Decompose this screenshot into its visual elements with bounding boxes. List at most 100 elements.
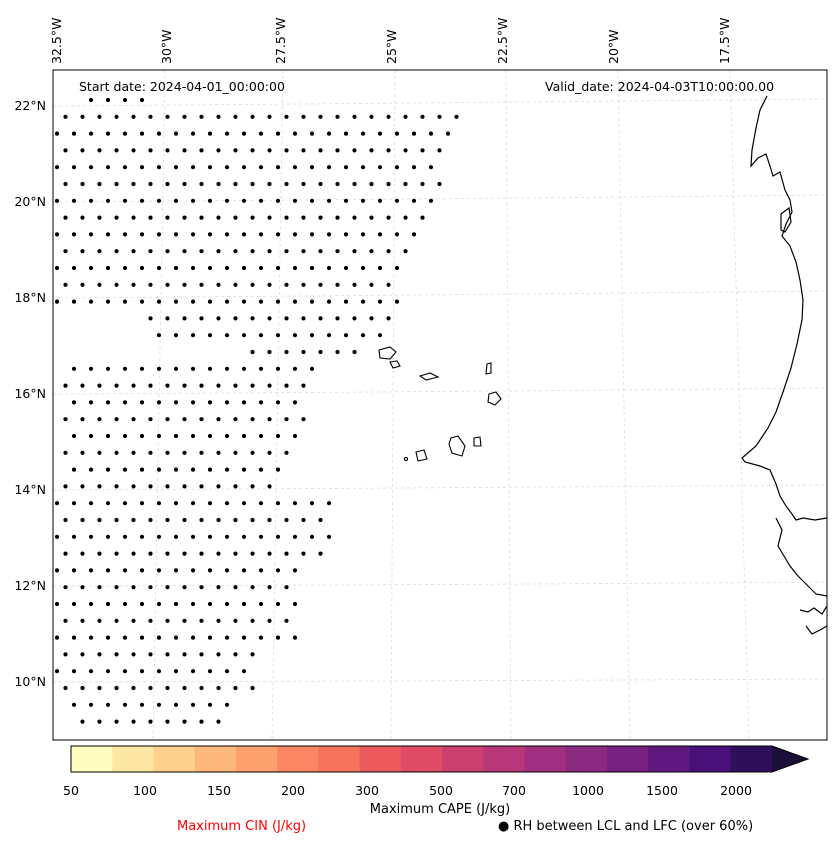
rh-dot: [207, 534, 213, 539]
rh-dot: [250, 484, 255, 489]
rh-dot: [199, 249, 204, 254]
rh-dot: [190, 601, 196, 607]
rh-dot: [97, 685, 102, 691]
rh-dot: [182, 652, 187, 657]
rh-dot: [122, 299, 128, 304]
rh-dot: [88, 232, 94, 237]
rh-dot: [377, 232, 383, 237]
rh-dot: [71, 165, 77, 170]
rh-dot: [148, 114, 153, 119]
rh-dot: [71, 366, 77, 371]
rh-dot: [284, 417, 289, 422]
rh-dot: [114, 282, 119, 287]
rh-dot: [241, 131, 247, 136]
rh-dot: [411, 198, 417, 203]
rh-dot: [207, 467, 213, 472]
rh-dot: [71, 702, 77, 707]
rh-dot: [182, 282, 187, 287]
rh-dot: [148, 215, 153, 220]
rh-dot: [207, 198, 213, 203]
rh-dot: [114, 652, 119, 657]
rh-dot: [182, 417, 187, 422]
coastline: [741, 95, 828, 635]
rh-dot: [114, 719, 119, 724]
rh-dot: [241, 601, 247, 607]
rh-dot: [156, 601, 162, 607]
rh-dot: [326, 299, 332, 304]
rh-dot: [394, 198, 400, 203]
rh-dot: [88, 433, 94, 439]
rh-dot: [216, 719, 221, 724]
rh-dot: [190, 669, 196, 674]
colorbar-tick-label: 100: [133, 783, 157, 798]
rh-dot: [301, 249, 306, 254]
rh-dot: [88, 366, 94, 371]
rh-dot: [156, 299, 162, 304]
rh-dot: [377, 265, 383, 271]
rh-dot: [71, 433, 77, 439]
rh-dot: [352, 114, 357, 119]
rh-dot: [335, 349, 340, 355]
rh-dot: [267, 417, 272, 422]
rh-dot: [88, 635, 94, 640]
rh-dot: [352, 148, 357, 153]
rh-dot: [88, 467, 94, 472]
rh-dot: [250, 685, 255, 691]
rh-dot: [420, 215, 425, 220]
rh-dot: [292, 534, 298, 539]
rh-dot: [292, 601, 298, 607]
rh-dot: [394, 131, 400, 136]
rh-dot: [105, 198, 111, 203]
rh-dot: [80, 450, 85, 455]
rh-dot: [216, 585, 221, 590]
rh-dot: [241, 635, 247, 640]
rh-dot: [105, 265, 111, 271]
rh-dot: [131, 148, 136, 153]
rh-dot: [224, 467, 230, 472]
rh-dot: [54, 568, 60, 573]
rh-dot: [139, 568, 145, 573]
rh-dot: [63, 450, 68, 455]
rh-dot: [122, 400, 128, 405]
rh-dot: [105, 97, 111, 103]
rh-dot: [250, 450, 255, 455]
rh-dot: [148, 450, 153, 455]
rh-dot: [122, 534, 128, 539]
rh-dot: [148, 618, 153, 623]
rh-dot: [343, 333, 349, 338]
rh-dot: [216, 652, 221, 657]
lat-tick-label: 12°N: [14, 578, 46, 593]
rh-dot: [131, 249, 136, 254]
rh-dot: [420, 148, 425, 153]
rh-dot: [139, 198, 145, 203]
rh-dot: [207, 299, 213, 304]
rh-dot: [190, 568, 196, 573]
rh-legend-dot-icon: ●: [498, 819, 510, 834]
rh-dot: [250, 148, 255, 153]
lat-tick-label: 16°N: [14, 386, 46, 401]
rh-dot: [165, 652, 170, 657]
rh-dot: [88, 568, 94, 573]
rh-dot: [105, 433, 111, 439]
rh-dot: [352, 249, 357, 254]
rh-dot: [114, 618, 119, 623]
colorbar-tick-label: 700: [502, 783, 526, 798]
rh-dot: [258, 232, 264, 237]
rh-dot: [377, 198, 383, 203]
rh-dot: [394, 165, 400, 170]
rh-dot: [250, 181, 255, 187]
rh-dot: [437, 148, 442, 153]
rh-dot: [114, 450, 119, 455]
rh-dot: [71, 232, 77, 237]
rh-dot: [114, 148, 119, 153]
rh-dot: [80, 585, 85, 590]
rh-dot: [301, 148, 306, 153]
colorbar-cell: [648, 746, 691, 772]
rh-dot: [122, 467, 128, 472]
rh-dot: [275, 265, 281, 271]
rh-dot: [292, 131, 298, 136]
rh-dot: [63, 618, 68, 623]
rh-dot: [105, 467, 111, 472]
rh-dot: [80, 719, 85, 724]
rh-dot: [63, 215, 68, 220]
